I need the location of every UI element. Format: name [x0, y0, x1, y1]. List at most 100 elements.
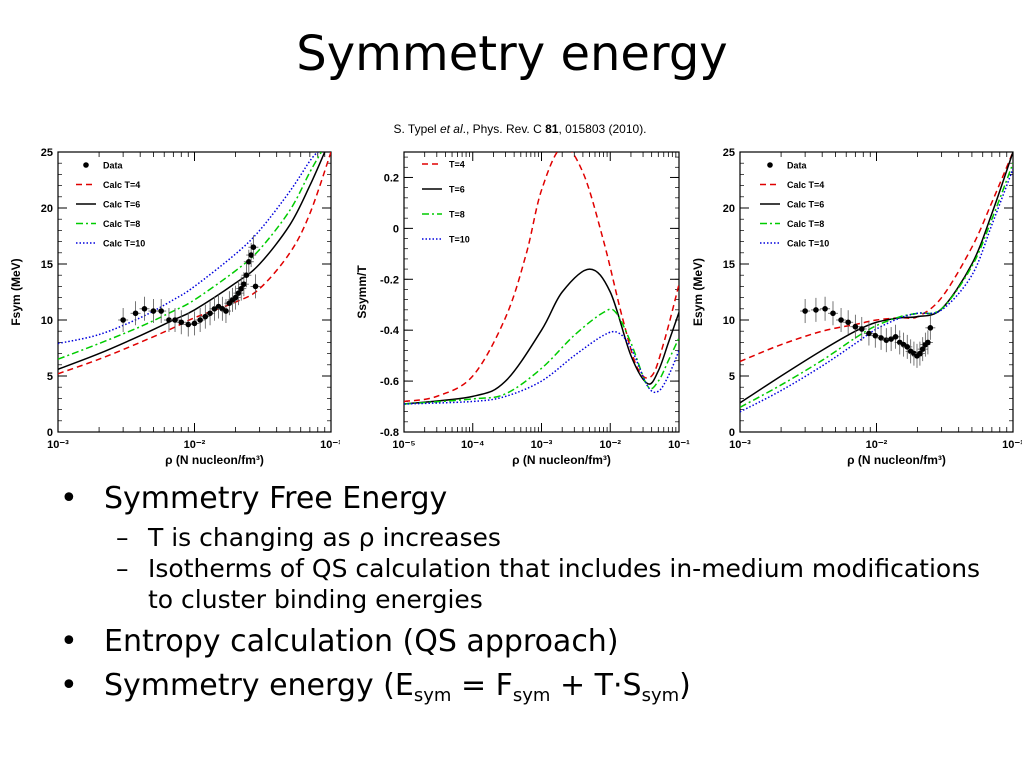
x-axis-title: ρ (N nucleon/fm³) — [165, 453, 264, 467]
data-point — [246, 258, 252, 265]
legend-label: T=10 — [449, 235, 470, 245]
data-point — [888, 336, 894, 342]
data-point — [141, 306, 148, 312]
legend-label: Calc T=6 — [787, 200, 824, 210]
citation-journal: ., Phys. Rev. C — [462, 122, 546, 136]
data-point — [150, 308, 157, 314]
y-tick-label: 15 — [41, 259, 53, 271]
x-tick-label: 10⁻³ — [47, 439, 69, 451]
data-point — [223, 308, 229, 314]
data-point — [852, 323, 859, 330]
legend-label: Calc T=4 — [787, 180, 824, 190]
series-line — [404, 308, 679, 405]
legend-label: Data — [787, 161, 808, 171]
sub-bullet-text: Isotherms of QS calculation that include… — [148, 554, 981, 614]
legend-marker — [767, 162, 773, 168]
y-tick-label: 0 — [47, 427, 53, 439]
citation-authors: S. Typel — [393, 122, 440, 136]
bullet-text-post: ) — [679, 668, 691, 703]
data-point — [830, 310, 836, 317]
series-line — [58, 152, 326, 370]
x-tick-label: 10⁻¹ — [320, 439, 340, 451]
data-point — [883, 337, 890, 343]
y-axis-title: Esym (MeV) — [691, 258, 705, 326]
data-point — [248, 252, 254, 258]
data-point — [166, 317, 172, 323]
data-point — [191, 320, 198, 327]
data-point — [178, 319, 185, 326]
y-tick-label: -0.6 — [380, 376, 399, 388]
x-tick-label: 10⁻³ — [729, 439, 751, 451]
bullet-dot: • — [60, 481, 78, 516]
citation-volume: 81 — [545, 122, 559, 136]
legend-label: Calc T=10 — [103, 239, 145, 249]
legend-label: T=8 — [449, 210, 465, 220]
subscript: sym — [413, 685, 452, 706]
data-point — [207, 310, 213, 317]
series-line — [58, 152, 331, 375]
legend-label: Calc T=6 — [103, 200, 140, 210]
series-line — [740, 152, 1013, 404]
data-point — [892, 334, 899, 340]
bullet-text: Entropy calculation (QS approach) — [104, 624, 619, 659]
legend-label: T=4 — [449, 160, 465, 170]
bullet-text-pre: Symmetry energy (E — [104, 668, 414, 703]
data-point — [232, 294, 239, 301]
y-tick-label: 20 — [41, 203, 53, 215]
series-line — [404, 152, 679, 403]
series-line — [404, 268, 679, 405]
citation-rest: , 015803 (2010). — [558, 122, 647, 136]
subscript: sym — [641, 685, 680, 706]
series-line — [58, 152, 319, 345]
y-tick-label: 20 — [723, 203, 735, 215]
bullet-text-mid: = F — [451, 668, 513, 703]
chart-fsym: 10⁻³ 10⁻² 10⁻¹ 0 5 10 15 20 25 ρ (N nucleon/fm³) F… — [8, 140, 340, 475]
legend-label: Calc T=4 — [103, 180, 140, 190]
data-point — [172, 317, 178, 323]
citation: S. Typel et al., Phys. Rev. C 81, 015803… — [340, 122, 700, 136]
data-point — [838, 317, 844, 323]
x-tick-label: 10⁻¹ — [1002, 439, 1022, 451]
y-tick-label: 15 — [723, 259, 735, 271]
sub-bullet-item: – T is changing as ρ increases — [60, 522, 1010, 553]
y-tick-label: -0.4 — [380, 325, 400, 337]
bullet-dot: • — [60, 624, 78, 659]
y-tick-label: 10 — [723, 315, 735, 327]
legend-label: Calc T=10 — [787, 239, 829, 249]
chart-esym: 10⁻³ 10⁻² 10⁻¹ 0 5 10 15 20 25 ρ (N nucleon/fm³) E… — [690, 140, 1022, 475]
sub-bullet-item: – Isotherms of QS calculation that includ… — [60, 553, 1010, 615]
legend-label: Data — [103, 161, 124, 171]
y-tick-label: -0.2 — [380, 274, 399, 286]
sub-bullet-dash: – — [116, 554, 129, 583]
y-axis-title: Fsym (MeV) — [9, 258, 23, 325]
bullet-item: • Symmetry energy (Esym = Fsym + T·Ssym) — [60, 665, 1010, 717]
data-point — [822, 306, 828, 312]
data-point — [917, 350, 923, 357]
data-point — [120, 317, 126, 323]
y-tick-label: 0 — [729, 427, 735, 439]
series-line — [740, 162, 1013, 409]
citation-etal: et al — [439, 122, 463, 136]
sub-bullet-text: T is changing as ρ increases — [148, 523, 501, 552]
data-point — [211, 306, 218, 312]
legend-label: Calc T=8 — [103, 219, 140, 229]
y-axis-title: Ssymm/T — [355, 265, 369, 319]
y-tick-label: 0.2 — [384, 172, 399, 184]
data-point — [919, 346, 926, 352]
data-point — [158, 308, 164, 314]
x-tick-label: 10⁻² — [599, 439, 621, 451]
data-point — [866, 330, 872, 337]
series-line — [740, 168, 1013, 413]
x-axis-title: ρ (N nucleon/fm³) — [512, 453, 611, 467]
x-tick-label: 10⁻² — [866, 439, 888, 451]
data-point — [252, 283, 259, 290]
series-line — [740, 152, 1013, 363]
y-tick-label: 5 — [47, 371, 53, 383]
x-tick-label: 10⁻⁵ — [392, 439, 415, 451]
plot-frame — [403, 151, 680, 433]
x-tick-label: 10⁻⁴ — [461, 439, 484, 451]
y-tick-label: 10 — [41, 315, 53, 327]
data-point — [927, 325, 934, 331]
plot-frame — [57, 151, 332, 433]
y-tick-label: 25 — [41, 147, 53, 159]
